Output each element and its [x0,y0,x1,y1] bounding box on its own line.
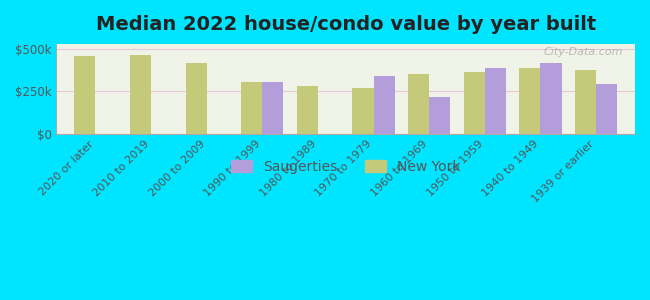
Bar [263,82,283,134]
Bar [74,56,96,134]
Text: City-Data.com: City-Data.com [544,46,623,57]
Bar [575,70,596,134]
Legend: Saugerties, New York: Saugerties, New York [226,154,466,179]
Title: Median 2022 house/condo value by year built: Median 2022 house/condo value by year bu… [96,15,596,34]
Bar [596,84,618,134]
Bar [241,82,263,134]
Bar [130,56,151,134]
Bar [429,98,450,134]
Bar [463,72,485,134]
Bar [352,88,374,134]
Bar [185,63,207,134]
Bar [540,63,562,134]
Bar [408,74,429,134]
Bar [297,85,318,134]
Bar [519,68,540,134]
Bar [374,76,395,134]
Bar [485,68,506,134]
